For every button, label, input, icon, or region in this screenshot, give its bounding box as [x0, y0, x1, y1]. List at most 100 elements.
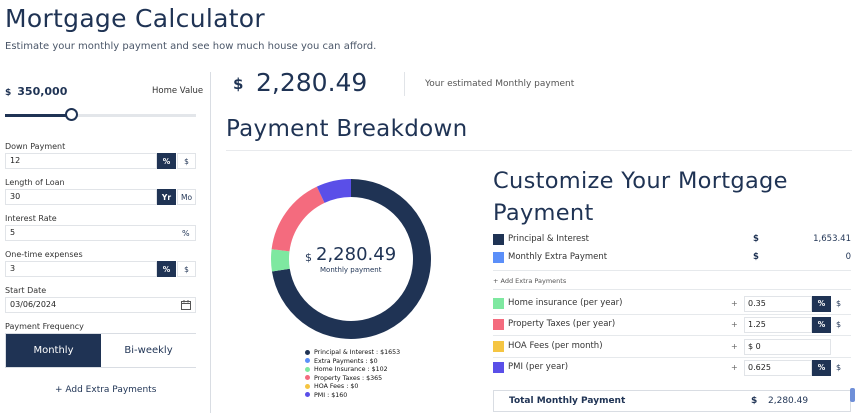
interest-rate-label: Interest Rate	[5, 214, 57, 223]
legend-item: Extra Payments : $0	[305, 358, 400, 367]
legend-dot	[305, 375, 310, 381]
panel-divider	[210, 72, 211, 413]
property-taxes-swatch	[493, 319, 504, 330]
legend-item: Home Insurance : $102	[305, 366, 400, 375]
breakdown-divider	[226, 150, 852, 151]
one-time-expenses-label: One-time expenses	[5, 250, 83, 259]
legend-item: PMI : $160	[305, 392, 400, 401]
legend-dot	[305, 358, 310, 364]
customize-divider	[493, 289, 851, 290]
down-payment-percent-toggle[interactable]: %	[157, 153, 176, 169]
home-insurance-row: Home insurance (per year) + 0.35 % $	[493, 296, 851, 312]
donut-slice-home-insurance	[271, 249, 290, 272]
legend-item: HOA Fees : $0	[305, 383, 400, 392]
legend-dot	[305, 366, 310, 372]
home-insurance-swatch	[493, 298, 504, 309]
legend-label: Home Insurance : $102	[314, 366, 388, 374]
home-value-amount: 350,000	[17, 85, 68, 98]
donut-slice-principal-interest	[271, 179, 431, 339]
interest-rate-percent-suffix: %	[182, 229, 190, 238]
customize-divider	[493, 357, 851, 358]
down-payment-input[interactable]: 12	[5, 153, 157, 169]
extra-payment-swatch	[493, 252, 504, 263]
pmi-plus: +	[731, 363, 738, 372]
pmi-percent-toggle[interactable]: %	[812, 360, 831, 376]
home-insurance-percent-toggle[interactable]: %	[812, 296, 831, 312]
page-title: Mortgage Calculator	[5, 4, 265, 33]
legend-item: Principal & Interest : $1653	[305, 349, 400, 358]
loan-length-input[interactable]: 30	[5, 189, 157, 205]
estimated-monthly-payment-value: 2,280.49	[256, 68, 368, 97]
legend-item: Property Taxes : $365	[305, 375, 400, 384]
pmi-input[interactable]: 0.625	[744, 360, 812, 376]
legend-dot	[305, 392, 310, 398]
legend-dot	[305, 383, 310, 389]
donut-legend: Principal & Interest : $1653 Extra Paymen…	[305, 349, 400, 401]
down-payment-dollar-toggle[interactable]: $	[177, 153, 196, 169]
home-value-slider[interactable]	[5, 114, 196, 117]
customize-divider	[493, 314, 851, 315]
property-taxes-row: Property Taxes (per year) + 1.25 % $	[493, 317, 851, 333]
hoa-fees-swatch	[493, 341, 504, 352]
payment-frequency-toggle: Monthly Bi-weekly	[5, 333, 196, 368]
home-insurance-label: Home insurance (per year)	[508, 298, 623, 308]
donut-center-label: Monthly payment	[320, 266, 382, 274]
frequency-monthly-button[interactable]: Monthly	[6, 334, 101, 367]
estimate-separator	[404, 72, 405, 96]
pmi-row: PMI (per year) + 0.625 % $	[493, 360, 851, 376]
customize-mortgage-title: Customize Your Mortgage Payment	[493, 168, 788, 226]
legend-label: Property Taxes : $365	[314, 374, 383, 382]
principal-value: 1,653.41	[813, 234, 851, 244]
property-taxes-percent-toggle[interactable]: %	[812, 317, 831, 333]
add-extra-payments-link[interactable]: + Add Extra Payments	[55, 385, 157, 395]
home-insurance-input[interactable]: 0.35	[744, 296, 812, 312]
loan-length-label: Length of Loan	[5, 178, 65, 187]
customize-divider	[493, 270, 851, 271]
page-subtitle: Estimate your monthly payment and see ho…	[5, 41, 377, 52]
loan-length-years-toggle[interactable]: Yr	[157, 189, 176, 205]
home-value-slider-thumb[interactable]	[65, 108, 79, 121]
payment-breakdown-donut-chart	[271, 179, 431, 339]
loan-length-months-toggle[interactable]: Mo	[177, 189, 196, 205]
home-value-slider-fill	[5, 114, 72, 117]
principal-swatch	[493, 234, 504, 245]
extra-payment-value: 0	[845, 252, 851, 262]
property-taxes-label: Property Taxes (per year)	[508, 319, 616, 329]
monthly-extra-row: Monthly Extra Payment $ 0	[493, 250, 851, 266]
payment-frequency-label: Payment Frequency	[5, 322, 84, 331]
donut-slice-pmi	[316, 179, 352, 204]
scrollbar-thumb[interactable]	[850, 388, 855, 402]
start-date-input[interactable]: 03/06/2024	[5, 297, 196, 313]
principal-label: Principal & Interest	[508, 234, 590, 244]
total-monthly-payment-label: Total Monthly Payment	[509, 396, 626, 406]
home-value-label: Home Value	[152, 86, 204, 96]
one-time-percent-toggle[interactable]: %	[157, 261, 176, 277]
hoa-fees-input[interactable]: $ 0	[744, 339, 831, 355]
interest-rate-input[interactable]: 5	[5, 225, 196, 241]
estimate-currency: $	[233, 75, 244, 93]
one-time-dollar-toggle[interactable]: $	[177, 261, 196, 277]
total-monthly-payment-currency: $	[751, 396, 758, 406]
start-date-label: Start Date	[5, 286, 47, 295]
calculator-inputs-panel: $350,000 Home Value Down Payment 12 % $ …	[0, 72, 205, 413]
home-value-display: $350,000	[5, 85, 67, 98]
payment-breakdown-title: Payment Breakdown	[226, 116, 468, 142]
customize-divider	[493, 335, 851, 336]
home-value-currency: $	[5, 88, 12, 98]
property-taxes-dollar-toggle[interactable]: $	[836, 320, 842, 329]
total-monthly-payment-value: 2,280.49	[768, 396, 809, 406]
pmi-dollar-toggle[interactable]: $	[836, 363, 842, 372]
legend-label: PMI : $160	[314, 391, 348, 399]
legend-label: HOA Fees : $0	[314, 383, 359, 391]
property-taxes-input[interactable]: 1.25	[744, 317, 812, 333]
estimated-monthly-payment-label: Your estimated Monthly payment	[425, 79, 575, 89]
calendar-icon[interactable]	[181, 300, 191, 310]
principal-interest-row: Principal & Interest $ 1,653.41	[493, 232, 851, 248]
hoa-fees-plus: +	[731, 342, 738, 351]
frequency-biweekly-button[interactable]: Bi-weekly	[101, 334, 196, 367]
one-time-expenses-input[interactable]: 3	[5, 261, 157, 277]
home-insurance-dollar-toggle[interactable]: $	[836, 299, 842, 308]
legend-label: Extra Payments : $0	[314, 357, 378, 365]
customize-add-extra-link[interactable]: + Add Extra Payments	[493, 277, 567, 285]
hoa-fees-row: HOA Fees (per month) + $ 0	[493, 339, 851, 355]
